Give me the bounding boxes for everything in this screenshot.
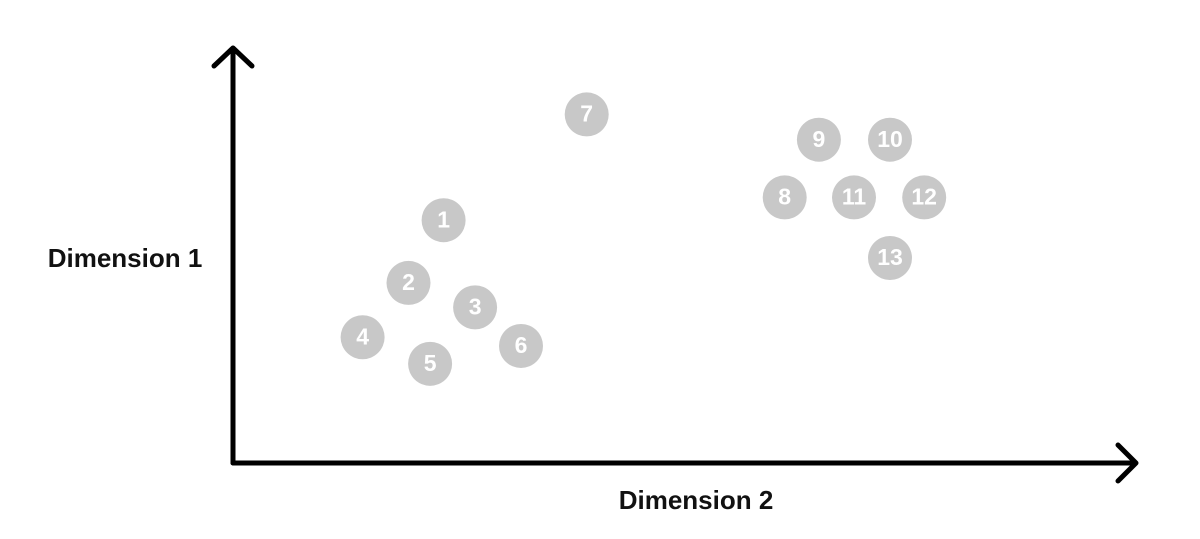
point-label: 6 [515, 332, 528, 358]
point-label: 1 [437, 206, 450, 232]
point-marker [868, 117, 912, 162]
data-point-2: 2 [386, 260, 431, 305]
point-label: 12 [911, 183, 937, 209]
data-point-4: 4 [340, 315, 385, 360]
point-marker [832, 175, 876, 220]
point-label: 2 [402, 269, 415, 295]
point-label: 13 [877, 244, 903, 270]
point-label: 5 [424, 350, 437, 376]
y-axis-label: Dimension 1 [48, 243, 203, 273]
data-point-12: 12 [902, 175, 947, 220]
data-point-3: 3 [453, 285, 498, 330]
y-axis-arrowhead [211, 45, 255, 69]
point-label: 11 [842, 183, 867, 209]
x-axis-arrowhead [1115, 442, 1139, 484]
data-point-5: 5 [408, 341, 453, 386]
x-axis-label: Dimension 2 [619, 485, 774, 515]
point-label: 7 [580, 100, 593, 126]
point-marker [902, 175, 947, 220]
point-marker [796, 117, 841, 162]
data-point-13: 13 [868, 235, 912, 280]
data-point-9: 9 [796, 117, 841, 162]
data-point-10: 10 [868, 117, 912, 162]
point-marker [340, 315, 385, 360]
point-marker [421, 198, 466, 243]
point-label: 9 [813, 126, 826, 152]
point-marker [386, 260, 431, 305]
data-point-8: 8 [762, 175, 807, 220]
data-point-7: 7 [564, 92, 609, 137]
data-point-6: 6 [499, 323, 543, 368]
point-marker [868, 235, 912, 280]
point-marker [499, 323, 543, 368]
point-label: 8 [778, 183, 791, 209]
point-marker [408, 341, 453, 386]
axes [211, 45, 1139, 484]
point-label: 10 [877, 126, 903, 152]
data-point-11: 11 [832, 175, 876, 220]
point-marker [453, 285, 498, 330]
point-label: 4 [356, 323, 369, 349]
point-label: 3 [469, 293, 482, 319]
point-marker [564, 92, 609, 137]
data-point-1: 1 [421, 198, 466, 243]
point-marker [762, 175, 807, 220]
